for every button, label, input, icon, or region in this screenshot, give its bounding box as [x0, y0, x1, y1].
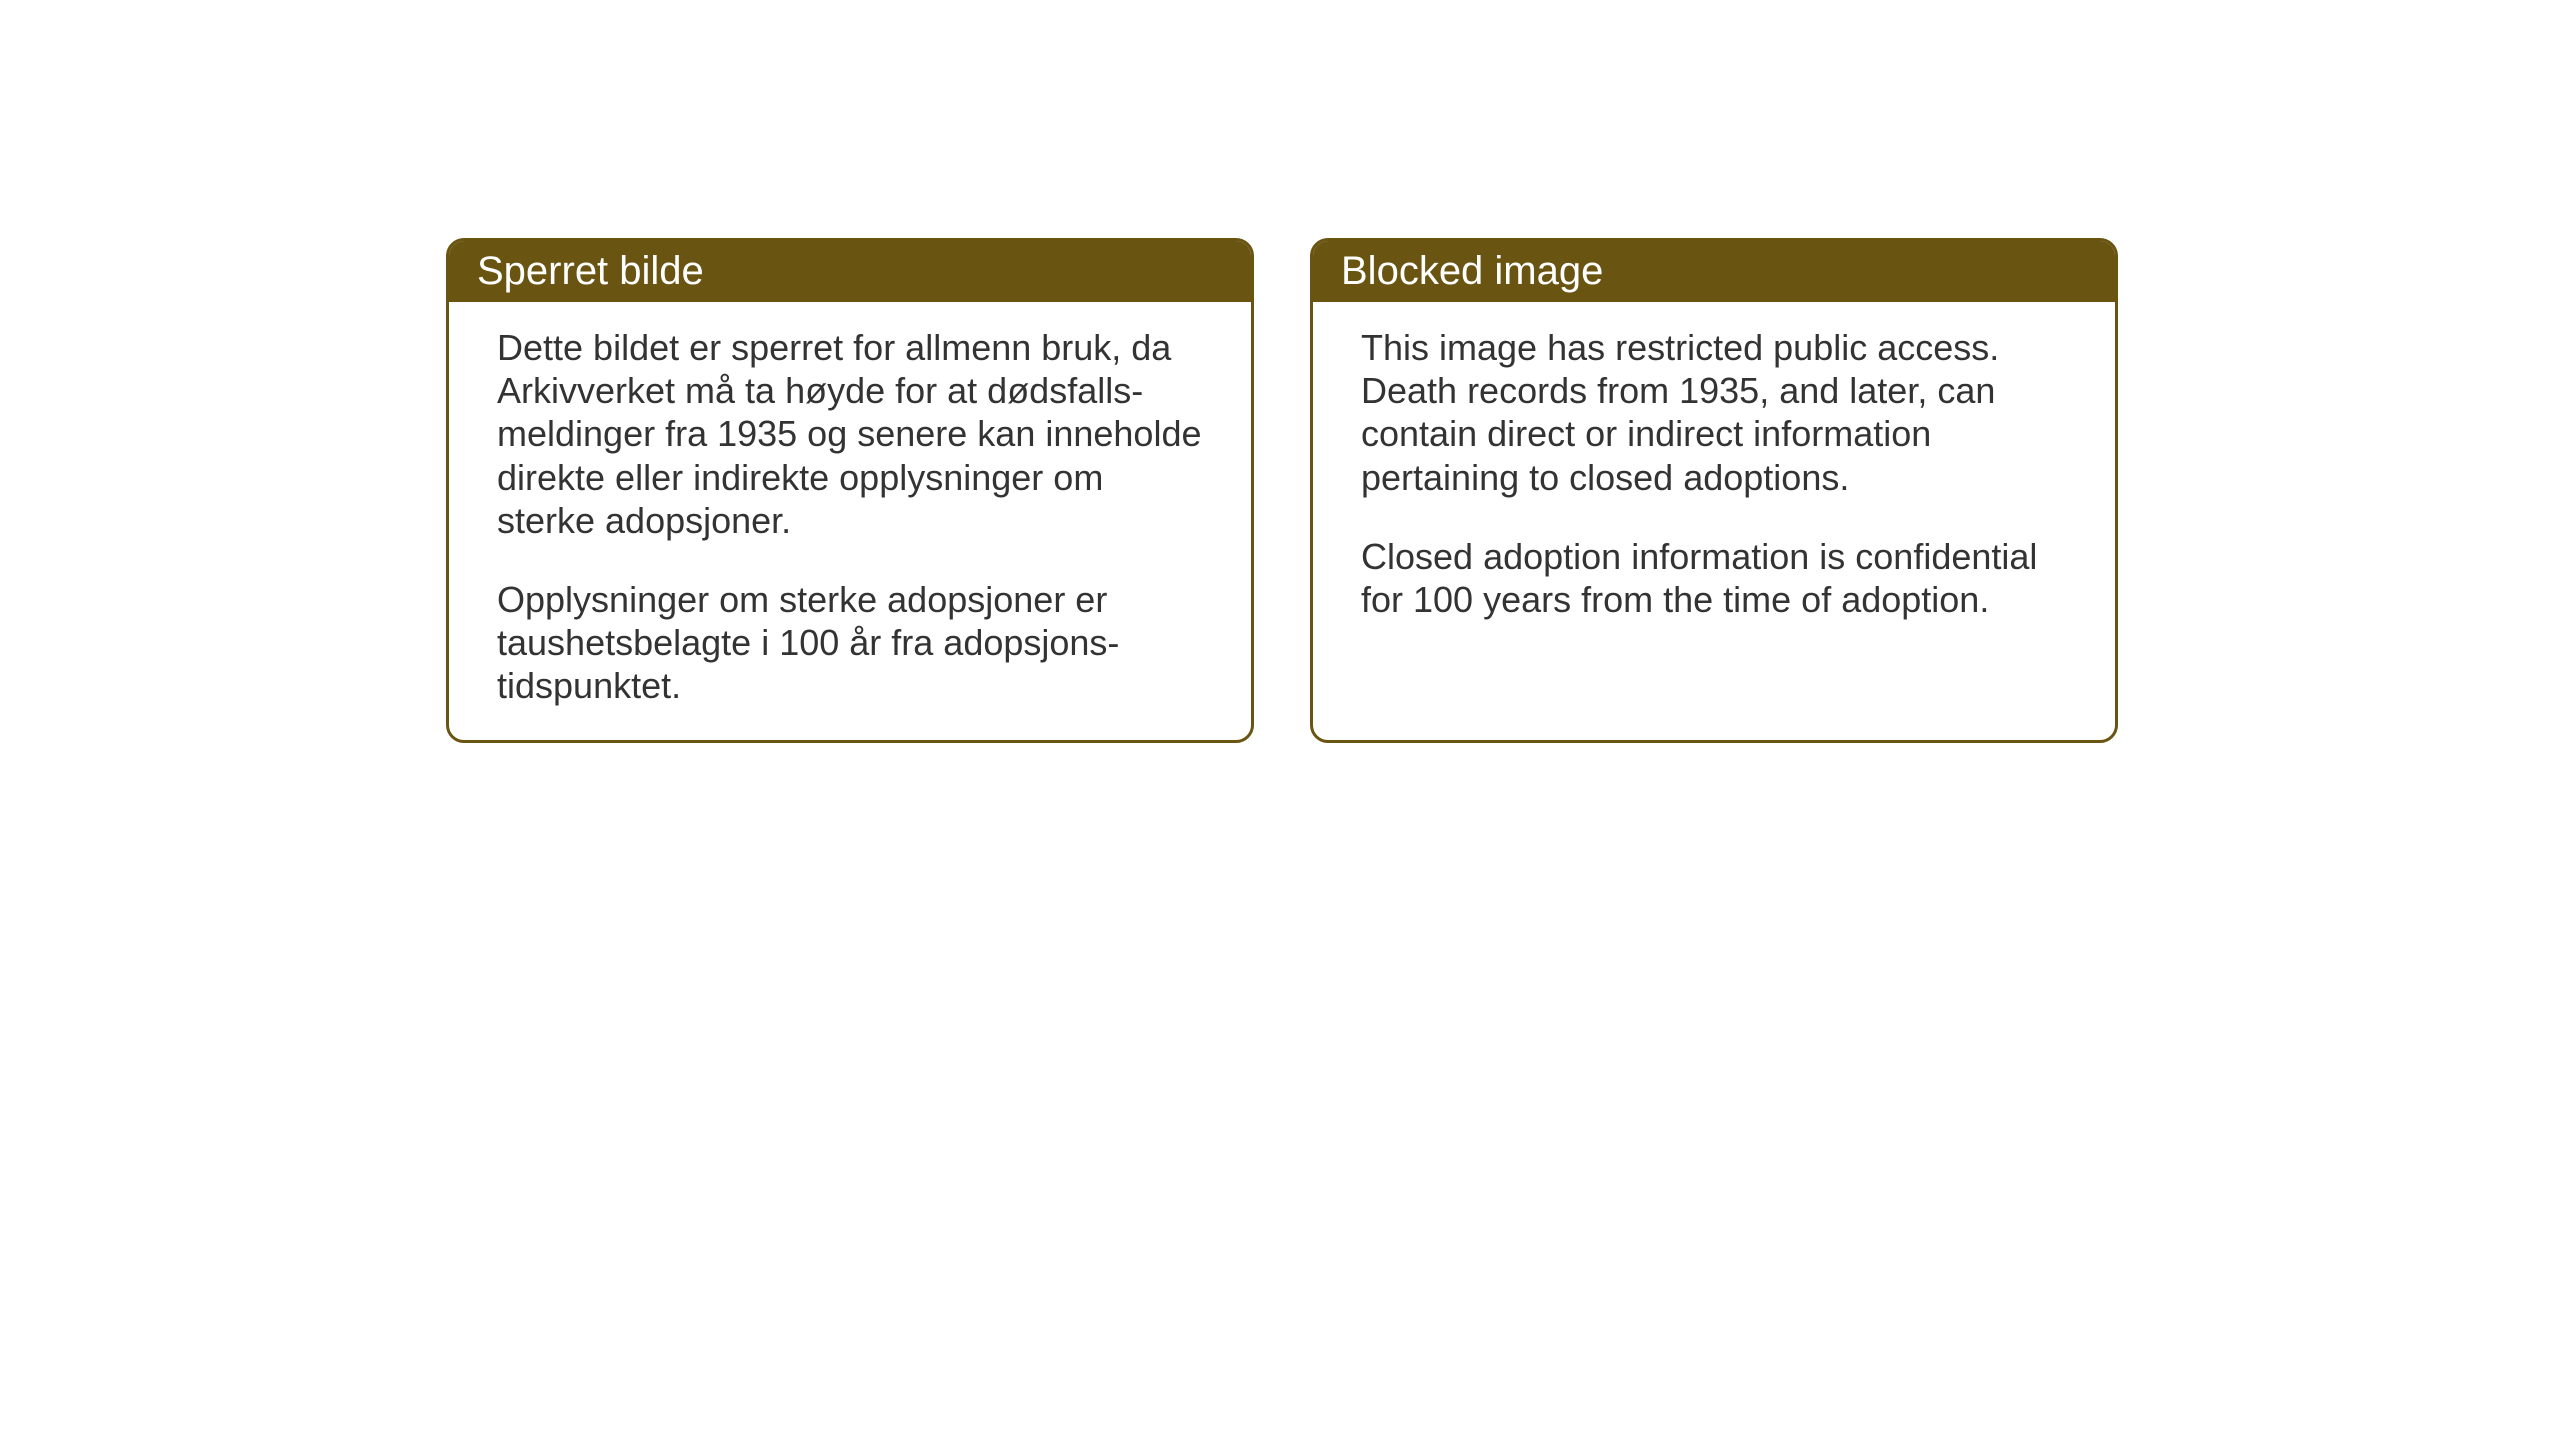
english-paragraph-2: Closed adoption information is confident… [1361, 535, 2067, 621]
norwegian-paragraph-2: Opplysninger om sterke adopsjoner er tau… [497, 578, 1203, 708]
english-card-header: Blocked image [1313, 241, 2115, 302]
norwegian-info-card: Sperret bilde Dette bildet er sperret fo… [446, 238, 1254, 743]
english-paragraph-1: This image has restricted public access.… [1361, 326, 2067, 499]
info-cards-container: Sperret bilde Dette bildet er sperret fo… [446, 238, 2118, 743]
norwegian-paragraph-1: Dette bildet er sperret for allmenn bruk… [497, 326, 1203, 542]
english-card-body: This image has restricted public access.… [1313, 302, 2115, 653]
english-card-title: Blocked image [1341, 249, 1603, 293]
norwegian-card-title: Sperret bilde [477, 249, 704, 293]
norwegian-card-body: Dette bildet er sperret for allmenn bruk… [449, 302, 1251, 740]
english-info-card: Blocked image This image has restricted … [1310, 238, 2118, 743]
norwegian-card-header: Sperret bilde [449, 241, 1251, 302]
